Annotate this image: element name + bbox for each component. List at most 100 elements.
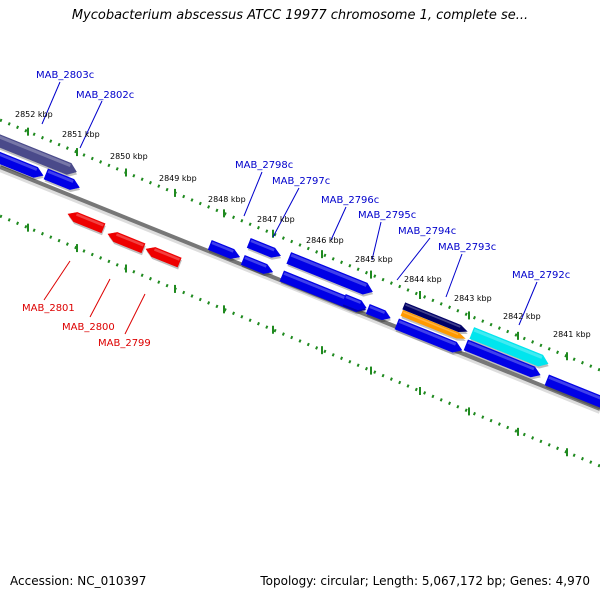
gene-arrow-mab-2796c[interactable] [286,252,376,299]
gene-arrow-mab-2791c[interactable] [544,374,600,418]
lower-tick-track [0,214,600,468]
gene-label-mab-2801[interactable]: MAB_2801 [22,303,75,314]
gene-label-mab-2796c[interactable]: MAB_2796c [321,195,379,206]
gene-body[interactable] [463,339,542,380]
kbp-label: 2852 kbp [15,110,53,119]
kbp-labels: 2852 kbp 2851 kbp 2850 kbp 2849 kbp 2848… [15,110,591,339]
label-leader-line [445,253,463,298]
gene-body[interactable] [400,309,466,341]
gene-body[interactable] [0,144,45,181]
gene-arrow-mab-2797c-a[interactable] [246,238,283,262]
gene-highlight [398,320,457,346]
gene-body[interactable] [43,168,82,193]
gene-highlight [345,295,362,304]
label-leader-line [518,281,538,326]
gene-label-mab-2792c[interactable]: MAB_2792c [512,270,570,281]
label-leader-line [89,278,111,318]
gene-label-mab-2794c[interactable]: MAB_2794c [398,226,456,237]
gene-highlight [290,253,367,287]
kbp-label: 2844 kbp [404,275,442,284]
gene-body[interactable] [365,304,392,322]
gene-highlight [75,213,104,227]
gene-arrow-mab-2799[interactable] [143,244,182,270]
gene-body[interactable] [106,229,146,254]
gene-highlight [0,146,38,171]
accession-text: Accession: NC_010397 [10,574,147,588]
gene-highlight [473,328,543,359]
gene-arrow-mab-2803c-b[interactable] [0,144,47,183]
gene-highlight [369,305,386,314]
gene-highlight [283,272,360,306]
gene-body[interactable] [402,302,469,335]
gene-highlight [244,256,267,268]
kbp-label: 2847 kbp [257,215,295,224]
kbp-label: 2842 kbp [503,312,541,321]
kbp-label: 2848 kbp [208,195,246,204]
gene-body[interactable] [207,240,241,261]
gene-features[interactable] [0,127,600,417]
gene-body[interactable] [469,327,551,369]
gene-body[interactable] [286,252,375,297]
gene-arrow-mab-2793c[interactable] [463,339,543,383]
label-leader-line [41,81,61,125]
gene-arrow-mab-2795c-b[interactable] [365,304,393,325]
kbp-label: 2845 kbp [355,255,393,264]
gene-highlight [467,341,535,371]
gene-highlight [115,233,144,247]
label-leader-line [330,206,347,241]
gene-body[interactable] [66,209,106,234]
map-title: Mycobacterium abscessus ATCC 19977 chrom… [71,8,529,23]
gene-highlight [548,376,600,406]
gene-arrow-mab-2792c[interactable] [469,327,552,371]
label-leader-line [43,260,71,301]
gene-label-mab-2793c[interactable]: MAB_2793c [438,242,496,253]
gene-arrow-mab-2794c-b[interactable] [400,309,467,343]
label-leader-line [243,171,263,217]
gene-highlight [211,241,234,253]
gene-arrow-mab-2800[interactable] [105,229,146,256]
genome-stats-text: Topology: circular; Length: 5,067,172 bp… [260,574,590,588]
gene-label-mab-2795c[interactable]: MAB_2795c [358,210,416,221]
gene-highlight [405,304,461,328]
gene-label-mab-2803c[interactable]: MAB_2803c [36,70,94,81]
gene-arrow-mab-2798c[interactable] [207,240,243,264]
gene-label-mab-2798c[interactable]: MAB_2798c [235,160,293,171]
kbp-label: 2851 kbp [62,130,100,139]
gene-highlight [47,170,74,183]
label-leader-line [371,221,382,261]
gene-body[interactable] [0,127,79,177]
kbp-label: 2843 kbp [454,294,492,303]
kbp-label: 2846 kbp [306,236,344,245]
gene-highlight [0,128,71,168]
gene-arrow-mab-2794c-c[interactable] [394,318,465,358]
gene-body[interactable] [240,255,274,276]
major-ticks [27,127,568,457]
tick-tracks [0,118,600,468]
label-leaders [41,81,538,335]
kbp-label: 2849 kbp [159,174,197,183]
gene-label-mab-2797c[interactable]: MAB_2797c [272,176,330,187]
kbp-label: 2850 kbp [110,152,148,161]
gene-label-mab-2802c[interactable]: MAB_2802c [76,90,134,101]
reverse-gene-labels[interactable]: MAB_2801 MAB_2800 MAB_2799 [22,303,151,349]
label-leader-line [124,293,146,335]
gene-body[interactable] [246,238,282,260]
forward-gene-labels[interactable]: MAB_2803c MAB_2802c MAB_2798c MAB_2797c … [36,70,570,281]
gene-arrow-mab-2803c[interactable] [0,127,80,179]
gene-body[interactable] [394,318,464,355]
gene-label-mab-2799[interactable]: MAB_2799 [98,338,151,349]
gene-highlight [250,239,275,252]
gene-arrow-mab-2797c-b[interactable] [240,255,276,279]
gene-label-mab-2800[interactable]: MAB_2800 [62,322,115,333]
gene-arrow-mab-2795c[interactable] [341,294,369,315]
upper-tick-track [0,118,600,372]
gene-arrow-mab-2802c[interactable] [43,168,83,195]
gene-body[interactable] [341,294,368,312]
kbp-label: 2841 kbp [553,330,591,339]
gene-body[interactable] [544,374,600,415]
gene-arrow-mab-2794c-a[interactable] [402,302,470,337]
gene-body[interactable] [144,244,182,268]
gene-arrow-mab-2801[interactable] [65,209,106,236]
